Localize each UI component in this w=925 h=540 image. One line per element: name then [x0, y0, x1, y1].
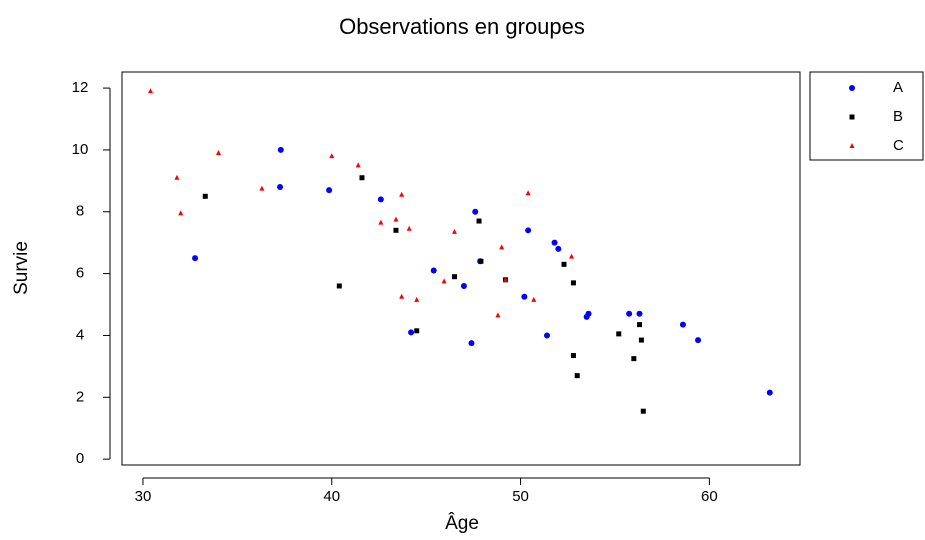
point — [637, 322, 643, 328]
point — [174, 174, 180, 180]
x-axis-label: Âge — [445, 512, 479, 534]
point — [377, 196, 384, 203]
point — [393, 216, 399, 222]
point — [259, 185, 265, 191]
chart-title: Observations en groupes — [339, 14, 585, 39]
point — [570, 353, 576, 359]
point — [569, 253, 575, 259]
point — [849, 85, 855, 91]
point — [329, 153, 335, 159]
point — [626, 310, 633, 317]
point — [451, 228, 457, 234]
point — [393, 227, 399, 233]
y-tick-label: 2 — [76, 388, 84, 405]
point — [472, 208, 479, 215]
x-tick-label: 40 — [323, 488, 340, 505]
point — [525, 227, 532, 234]
y-tick-label: 4 — [76, 326, 84, 343]
point — [695, 337, 702, 344]
plot-frame — [121, 71, 801, 466]
point — [544, 332, 551, 339]
point — [430, 267, 437, 274]
point — [502, 276, 508, 282]
point — [460, 282, 467, 289]
point — [399, 293, 405, 299]
point — [414, 296, 420, 302]
point — [355, 162, 361, 168]
point — [555, 245, 562, 252]
point — [414, 328, 420, 334]
point — [326, 187, 333, 194]
point — [525, 190, 531, 196]
point — [849, 143, 855, 148]
point — [148, 88, 154, 94]
point — [277, 146, 284, 153]
point — [551, 239, 558, 246]
point — [766, 389, 773, 396]
x-tick-label: 60 — [701, 488, 718, 505]
point — [336, 283, 342, 289]
point — [521, 293, 528, 300]
point — [561, 261, 567, 267]
y-tick-label: 0 — [76, 450, 84, 467]
x-tick-label: 30 — [135, 488, 152, 505]
point — [495, 312, 501, 318]
point — [574, 373, 580, 379]
y-tick-label: 6 — [76, 265, 84, 282]
point — [640, 408, 646, 414]
point — [277, 184, 284, 191]
point — [531, 296, 537, 302]
legend-label: B — [893, 108, 903, 125]
point — [468, 340, 475, 347]
point — [451, 274, 457, 280]
point — [178, 210, 184, 216]
point — [192, 255, 199, 262]
point — [631, 356, 637, 362]
point — [441, 278, 447, 284]
point — [638, 337, 644, 343]
point — [499, 244, 505, 250]
point — [359, 175, 365, 181]
point — [636, 310, 643, 317]
y-axis-label: Survie — [11, 241, 32, 295]
point — [378, 219, 384, 225]
legend-label: C — [893, 137, 904, 154]
point — [408, 329, 415, 336]
y-tick-label: 10 — [72, 141, 89, 158]
point — [849, 114, 855, 120]
point — [616, 331, 622, 337]
y-tick-label: 8 — [76, 203, 84, 220]
point — [585, 310, 592, 317]
point — [478, 258, 484, 264]
point — [570, 280, 576, 286]
y-tick-label: 12 — [72, 79, 89, 96]
point — [202, 193, 208, 199]
point — [406, 225, 412, 231]
legend-label: A — [893, 79, 903, 96]
point — [399, 191, 405, 197]
point — [679, 321, 686, 328]
point — [476, 218, 482, 224]
legend-frame — [809, 71, 924, 161]
x-tick-label: 50 — [512, 488, 529, 505]
point — [215, 150, 221, 156]
